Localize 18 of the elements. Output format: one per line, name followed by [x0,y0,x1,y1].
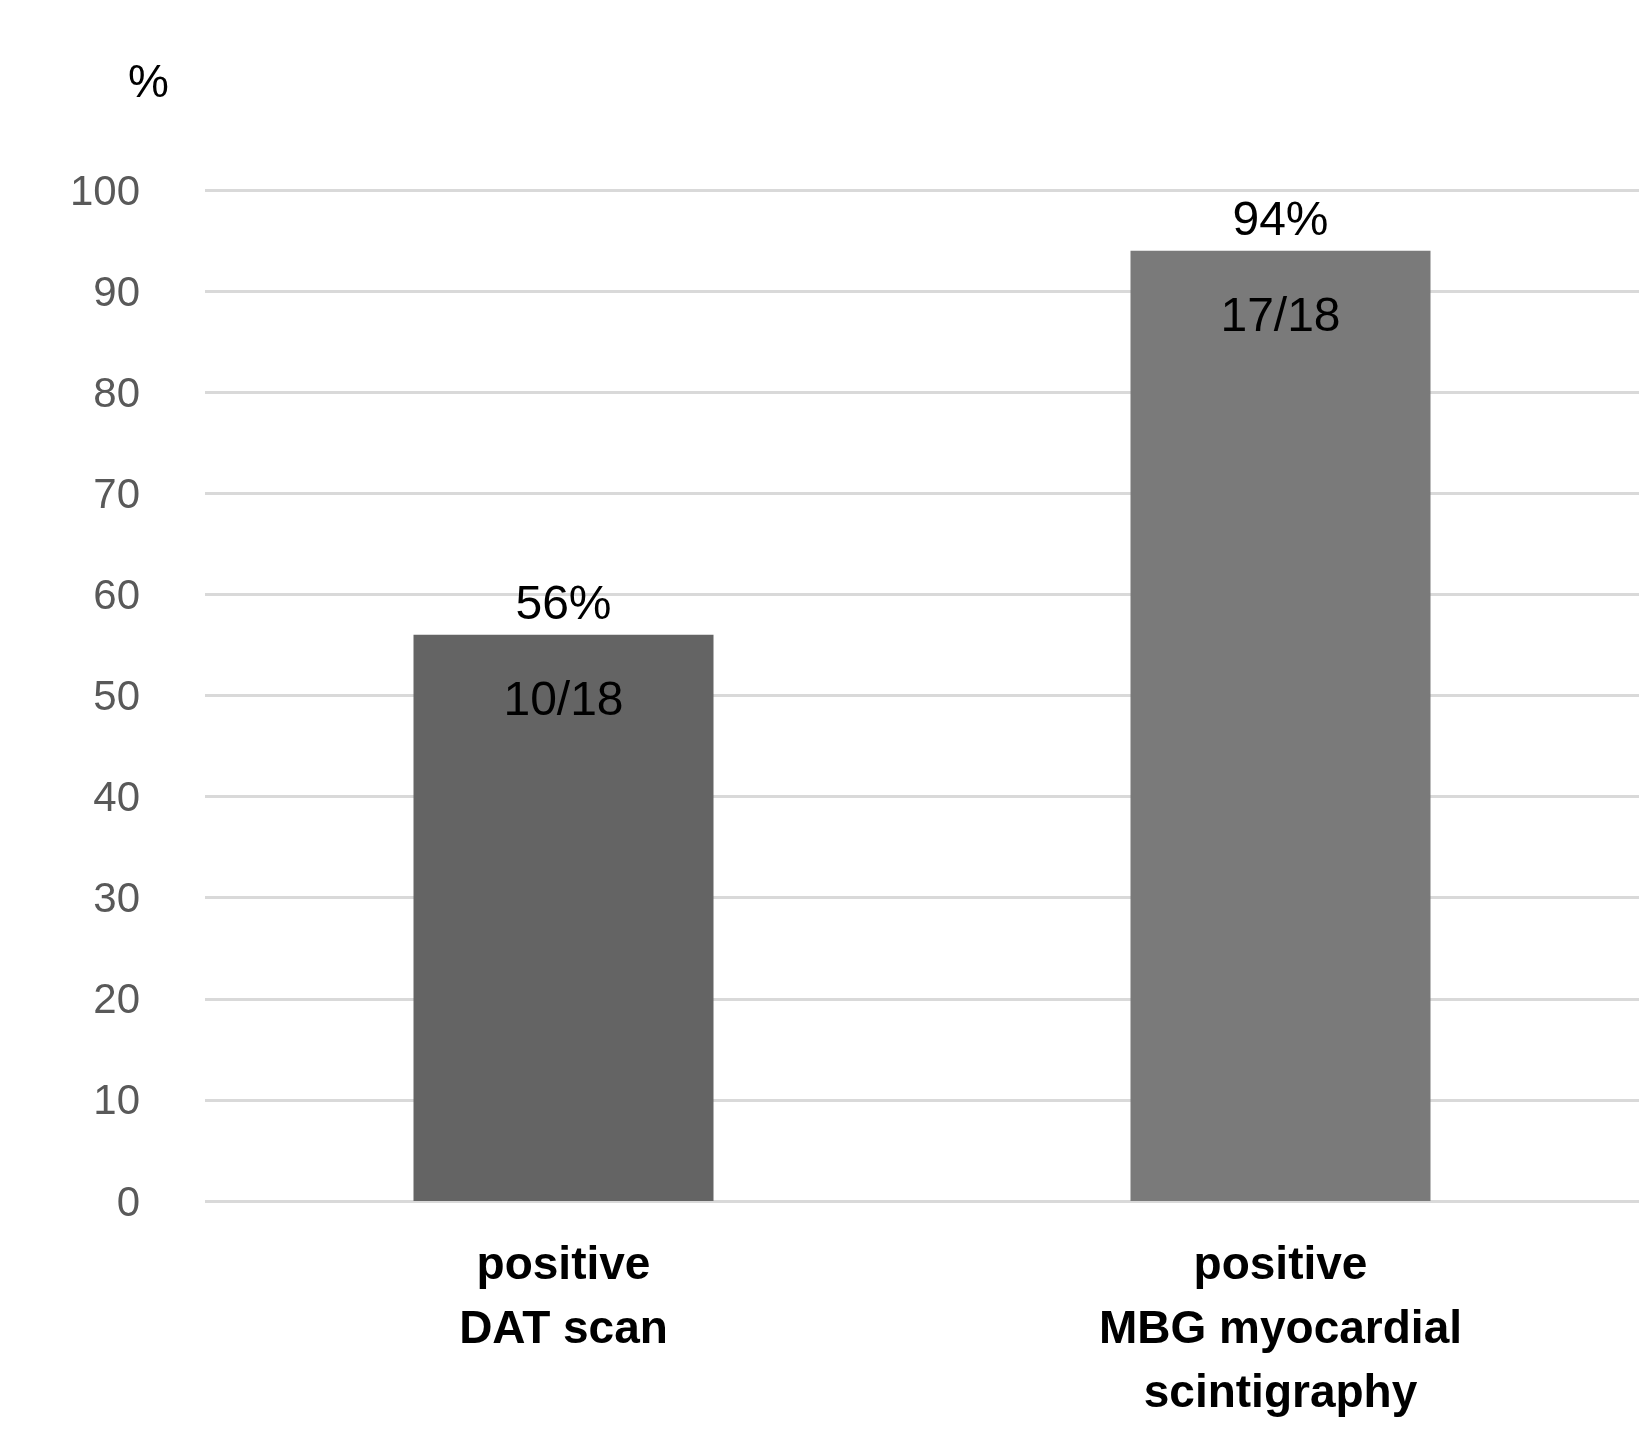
y-axis-title: % [128,55,169,107]
x-tick-label: positive DAT scan [459,1237,668,1353]
y-tick-label: 70 [93,469,140,517]
annotation: 17/18 [1220,288,1341,342]
y-tick-label: 90 [93,267,140,315]
data-label: 94% [1232,192,1329,246]
y-tick-label: 100 [69,166,140,214]
y-tick-label: 60 [93,570,140,618]
y-tick-label: 40 [93,773,140,821]
y-tick-label: 20 [93,975,140,1023]
y-tick-label: 0 [116,1177,140,1225]
y-tick-label: 30 [93,874,140,922]
data-label: 56% [515,576,612,630]
annotation: 10/18 [503,672,624,726]
y-tick-label: 80 [93,368,140,416]
y-tick-label: 50 [93,672,140,719]
y-tick-label: 10 [93,1076,140,1124]
x-tick-label: positive MBG myocardial scintigraphy [1099,1237,1462,1417]
